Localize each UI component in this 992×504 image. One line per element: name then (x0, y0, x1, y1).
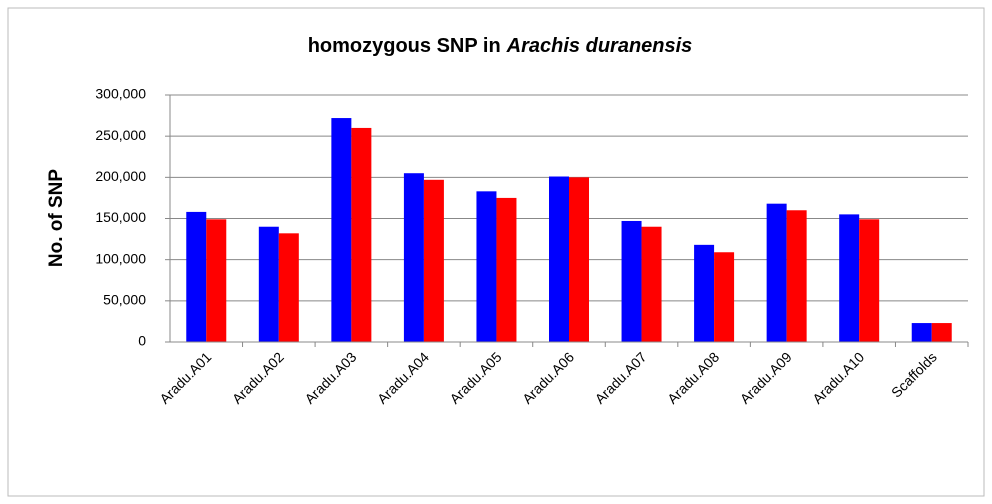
bar (931, 323, 952, 342)
y-axis-label: No. of SNP (46, 169, 67, 267)
chart-title: homozygous SNP in Arachis duranensis (308, 35, 693, 57)
y-tick-label: 50,000 (103, 292, 146, 308)
y-tick-label: 300,000 (95, 86, 146, 102)
bar (549, 176, 569, 342)
title-species: Arachis duranensis (506, 35, 693, 57)
bar (786, 210, 807, 342)
bar (403, 173, 424, 342)
y-tick-label: 0 (138, 333, 146, 349)
bar (258, 226, 279, 342)
bar (496, 197, 517, 342)
y-tick-label: 100,000 (95, 250, 146, 266)
bar (714, 252, 735, 342)
bar (859, 219, 880, 342)
bar (569, 177, 589, 342)
bar (331, 118, 352, 342)
bar (351, 127, 372, 342)
bar (423, 179, 444, 342)
bar (839, 214, 860, 342)
bar (186, 211, 207, 342)
bar (476, 191, 497, 342)
title-text: homozygous SNP in (308, 35, 501, 57)
bar (621, 220, 642, 342)
y-tick-label: 150,000 (95, 209, 146, 225)
bar (694, 244, 715, 342)
bar (278, 233, 299, 342)
y-tick-label: 200,000 (95, 168, 146, 184)
y-tick-label: 250,000 (95, 127, 146, 143)
bar (641, 226, 662, 342)
bar (911, 323, 932, 342)
bar (206, 219, 227, 342)
bar (766, 203, 787, 342)
